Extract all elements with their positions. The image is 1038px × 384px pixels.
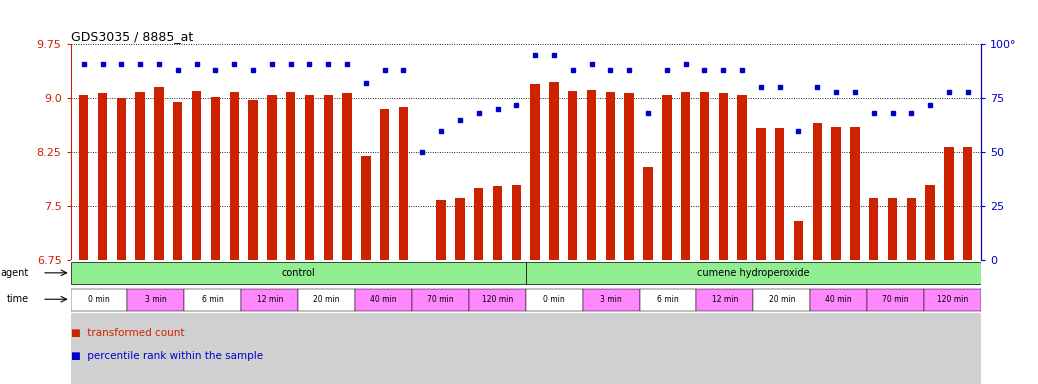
Bar bbox=[192, 91, 201, 260]
Text: cumene hydroperoxide: cumene hydroperoxide bbox=[698, 268, 810, 278]
Bar bbox=[417, 260, 427, 264]
Bar bbox=[831, 127, 841, 260]
Text: 40 min: 40 min bbox=[825, 295, 852, 304]
Bar bbox=[662, 94, 672, 260]
Text: ■  percentile rank within the sample: ■ percentile rank within the sample bbox=[71, 351, 263, 361]
Bar bbox=[926, 185, 935, 260]
Text: GDS3035 / 8885_at: GDS3035 / 8885_at bbox=[71, 30, 193, 43]
Bar bbox=[811, 289, 867, 311]
Bar bbox=[211, 97, 220, 260]
Text: 3 min: 3 min bbox=[600, 295, 622, 304]
Bar bbox=[241, 289, 298, 311]
Bar bbox=[756, 128, 766, 260]
Bar bbox=[285, 93, 296, 260]
Bar bbox=[305, 94, 315, 260]
Bar bbox=[298, 289, 355, 311]
Bar bbox=[456, 197, 465, 260]
Bar bbox=[380, 109, 389, 260]
Text: 0 min: 0 min bbox=[88, 295, 110, 304]
Bar bbox=[412, 289, 469, 311]
Text: 120 min: 120 min bbox=[482, 295, 513, 304]
Text: 3 min: 3 min bbox=[145, 295, 167, 304]
Bar bbox=[436, 200, 445, 260]
Text: 12 min: 12 min bbox=[256, 295, 283, 304]
Text: 120 min: 120 min bbox=[937, 295, 968, 304]
Text: 6 min: 6 min bbox=[657, 295, 679, 304]
Bar bbox=[399, 107, 408, 260]
Bar bbox=[128, 289, 185, 311]
Bar bbox=[887, 197, 897, 260]
Bar bbox=[79, 94, 88, 260]
Bar bbox=[549, 82, 558, 260]
Bar bbox=[173, 102, 183, 260]
Bar bbox=[116, 98, 126, 260]
Bar bbox=[582, 289, 639, 311]
Bar bbox=[526, 289, 582, 311]
Bar bbox=[924, 289, 981, 311]
Bar bbox=[775, 128, 785, 260]
Bar bbox=[696, 289, 754, 311]
Text: 70 min: 70 min bbox=[427, 295, 454, 304]
Bar bbox=[625, 93, 634, 260]
Bar bbox=[568, 91, 577, 260]
Bar bbox=[906, 197, 916, 260]
Text: 6 min: 6 min bbox=[202, 295, 224, 304]
Bar bbox=[267, 94, 276, 260]
Bar bbox=[681, 93, 690, 260]
Bar bbox=[71, 262, 526, 285]
Bar bbox=[512, 185, 521, 260]
Bar bbox=[700, 93, 709, 260]
Text: 40 min: 40 min bbox=[371, 295, 397, 304]
Text: ■  transformed count: ■ transformed count bbox=[71, 328, 184, 338]
Bar bbox=[945, 147, 954, 260]
Bar bbox=[606, 93, 616, 260]
Bar bbox=[526, 262, 981, 285]
Bar bbox=[98, 93, 107, 260]
Bar bbox=[248, 100, 257, 260]
Bar bbox=[324, 94, 333, 260]
Bar bbox=[794, 220, 803, 260]
Bar bbox=[361, 156, 371, 260]
Text: 70 min: 70 min bbox=[882, 295, 909, 304]
Bar bbox=[530, 84, 540, 260]
Bar bbox=[586, 89, 596, 260]
Bar bbox=[869, 197, 878, 260]
Text: control: control bbox=[281, 268, 316, 278]
Text: agent: agent bbox=[1, 268, 29, 278]
Bar bbox=[155, 88, 164, 260]
Bar bbox=[229, 93, 239, 260]
Bar bbox=[718, 93, 728, 260]
Bar bbox=[355, 289, 412, 311]
Text: 12 min: 12 min bbox=[712, 295, 738, 304]
Bar bbox=[754, 289, 811, 311]
Text: time: time bbox=[6, 294, 29, 304]
Text: 20 min: 20 min bbox=[768, 295, 795, 304]
Bar bbox=[850, 127, 859, 260]
Bar bbox=[644, 167, 653, 260]
Bar bbox=[469, 289, 526, 311]
Bar bbox=[474, 188, 484, 260]
Bar bbox=[136, 93, 145, 260]
Bar bbox=[737, 94, 746, 260]
Bar bbox=[963, 147, 973, 260]
Bar bbox=[867, 289, 924, 311]
Bar bbox=[71, 289, 128, 311]
Text: 0 min: 0 min bbox=[543, 295, 565, 304]
Bar bbox=[71, 262, 981, 384]
Bar bbox=[493, 186, 502, 260]
Bar bbox=[185, 289, 241, 311]
Bar bbox=[813, 123, 822, 260]
Text: 20 min: 20 min bbox=[313, 295, 339, 304]
Bar bbox=[343, 93, 352, 260]
Bar bbox=[639, 289, 696, 311]
